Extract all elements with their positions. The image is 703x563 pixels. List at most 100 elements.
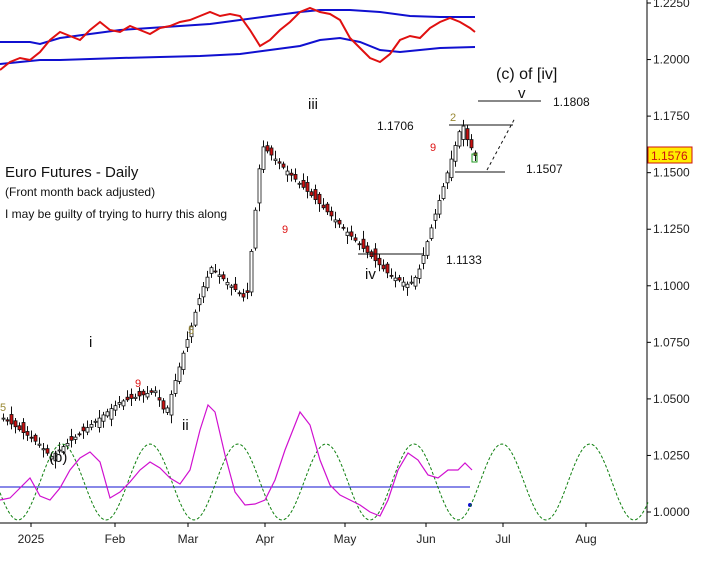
candle-body (437, 200, 442, 215)
chart-title: Euro Futures - Daily (5, 164, 139, 181)
wave-label-v: v (518, 85, 526, 102)
candle-body (217, 274, 222, 277)
wave-label-iv: iv (365, 266, 376, 283)
candle-body (29, 436, 34, 439)
candle-body (433, 213, 438, 221)
candle-body (157, 397, 162, 401)
candle-body (301, 179, 306, 188)
chart-subtitle: (Front month back adjusted) (5, 185, 155, 199)
candle-body (257, 168, 262, 204)
candle-body (269, 147, 274, 156)
x-axis: 2025 Feb Mar Apr May Jun Jul Aug (18, 523, 597, 546)
candle-body (345, 231, 350, 236)
y-tick-label: 1.2000 (653, 53, 690, 67)
level-label-1706: 1.1706 (377, 119, 414, 133)
candle-body (373, 248, 378, 262)
candle-body (281, 163, 286, 168)
candle-body (193, 311, 198, 326)
candle-body (289, 172, 294, 176)
last-price-label: 1.1576 (651, 149, 688, 163)
candle-body (249, 250, 254, 293)
candles (1, 119, 478, 469)
last-price-box: 1.1576 (647, 146, 693, 164)
candle-body (53, 452, 58, 462)
candle-body (405, 283, 410, 288)
level-label-1808: 1.1808 (553, 95, 590, 109)
y-tick-label: 1.2250 (653, 0, 690, 10)
candle-body (165, 407, 170, 413)
candle-body (109, 408, 114, 420)
candle-body (393, 277, 398, 282)
candle-body (241, 293, 246, 298)
candle-body (261, 146, 266, 170)
level-label-1507: 1.1507 (526, 162, 563, 176)
count-mark-2-jun: 2 (450, 112, 456, 124)
count-mark-5-mar: 5 (188, 325, 194, 337)
candle-body (153, 390, 158, 394)
candle-body (221, 274, 226, 280)
projection-dashed-line (486, 117, 516, 171)
candle-body (229, 285, 234, 288)
chart-note: I may be guilty of trying to hurry this … (5, 207, 227, 221)
candle-body (337, 219, 342, 225)
candle-body (245, 290, 250, 293)
candle-body (293, 174, 298, 180)
count-mark-9-jun: 9 (430, 142, 436, 154)
price-line (0, 6, 476, 71)
candle-body (113, 405, 118, 411)
candle-body (325, 203, 330, 213)
y-tick-label: 1.1250 (653, 222, 690, 236)
cycle-projection (0, 443, 649, 521)
candle-body (13, 420, 18, 428)
candle-body (377, 257, 382, 266)
count-mark-9-apr: 9 (282, 224, 288, 236)
candle-body (341, 226, 346, 229)
candle-body (317, 193, 322, 205)
candle-body (253, 209, 258, 249)
y-axis: 1.2250 1.2000 1.1750 1.1500 1.1250 1.1000 1.07… (647, 0, 690, 519)
candle-body (45, 448, 50, 454)
candle-body (353, 237, 358, 241)
candle-body (1, 417, 6, 420)
candle-body (205, 276, 210, 289)
y-tick-label: 1.1750 (653, 109, 690, 123)
candle-body (189, 325, 194, 338)
candle-body (89, 424, 94, 428)
candle-body (133, 396, 138, 399)
wave-label-c-of-iv: (c) of [iv] (496, 66, 557, 83)
candle-body (41, 448, 46, 451)
top-band-panel (0, 6, 476, 71)
x-tick-label: Jul (495, 532, 510, 546)
candle-body (69, 436, 74, 441)
candle-body (65, 443, 70, 447)
candle-body (9, 414, 14, 425)
candle-body (21, 422, 26, 433)
count-mark-green-box (471, 153, 478, 163)
candle-body (309, 191, 314, 196)
wave-label-iii: iii (308, 96, 318, 113)
candle-body (149, 390, 154, 393)
plot-area (0, 0, 647, 523)
candle-body (453, 145, 458, 162)
candle-body (85, 427, 90, 433)
candle-body (161, 400, 166, 410)
x-tick-label: May (334, 532, 357, 546)
candle-body (177, 366, 182, 382)
candle-body (233, 283, 238, 291)
candle-body (73, 436, 78, 440)
candle-body (413, 277, 418, 287)
candle-body (225, 281, 230, 286)
candle-body (457, 131, 462, 147)
candle-body (61, 446, 66, 453)
y-tick-label: 1.0500 (653, 392, 690, 406)
candle-body (421, 255, 426, 264)
x-tick-label: Feb (105, 532, 126, 546)
candle-body (361, 238, 366, 249)
candle-body (313, 189, 318, 200)
candle-body (349, 231, 354, 237)
candle-body (417, 268, 422, 279)
candle-body (209, 267, 214, 274)
candle-body (81, 426, 86, 432)
candle-body (121, 400, 126, 407)
lower-band (0, 36, 476, 65)
